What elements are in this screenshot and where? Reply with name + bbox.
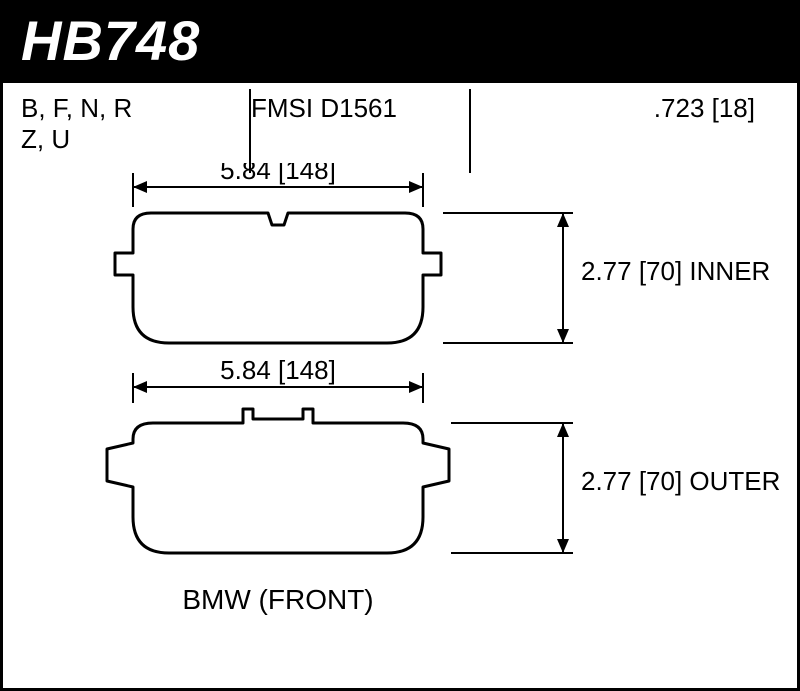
compounds-line1: B, F, N, R [21,93,231,124]
diagram-svg: 5.84 [148] 2.77 [70] INNER 5.84 [148] 2.77 … [3,163,800,683]
brake-pad-diagram: 5.84 [148] 2.77 [70] INNER 5.84 [148] 2.77 … [3,163,797,663]
svg-text:5.84 [148]: 5.84 [148] [220,163,336,185]
svg-text:5.84 [148]: 5.84 [148] [220,355,336,385]
fmsi-value: FMSI D1561 [251,93,451,124]
spec-row: B, F, N, R Z, U FMSI D1561 .723 [18] [3,83,797,163]
svg-text:2.77 [70] INNER: 2.77 [70] INNER [581,256,770,286]
spec-thickness: .723 [18] [471,93,779,159]
footer-label: BMW (FRONT) [182,584,373,615]
svg-text:2.77 [70] OUTER: 2.77 [70] OUTER [581,466,780,496]
compounds-line2: Z, U [21,124,231,155]
thickness-value: .723 [18] [471,93,755,124]
inner-pad-outline [115,213,441,343]
outer-pad-outline [107,409,449,553]
part-number: HB748 [21,9,200,72]
header-bar: HB748 [3,0,797,83]
spec-compounds: B, F, N, R Z, U [21,93,251,159]
spec-fmsi: FMSI D1561 [251,93,471,159]
